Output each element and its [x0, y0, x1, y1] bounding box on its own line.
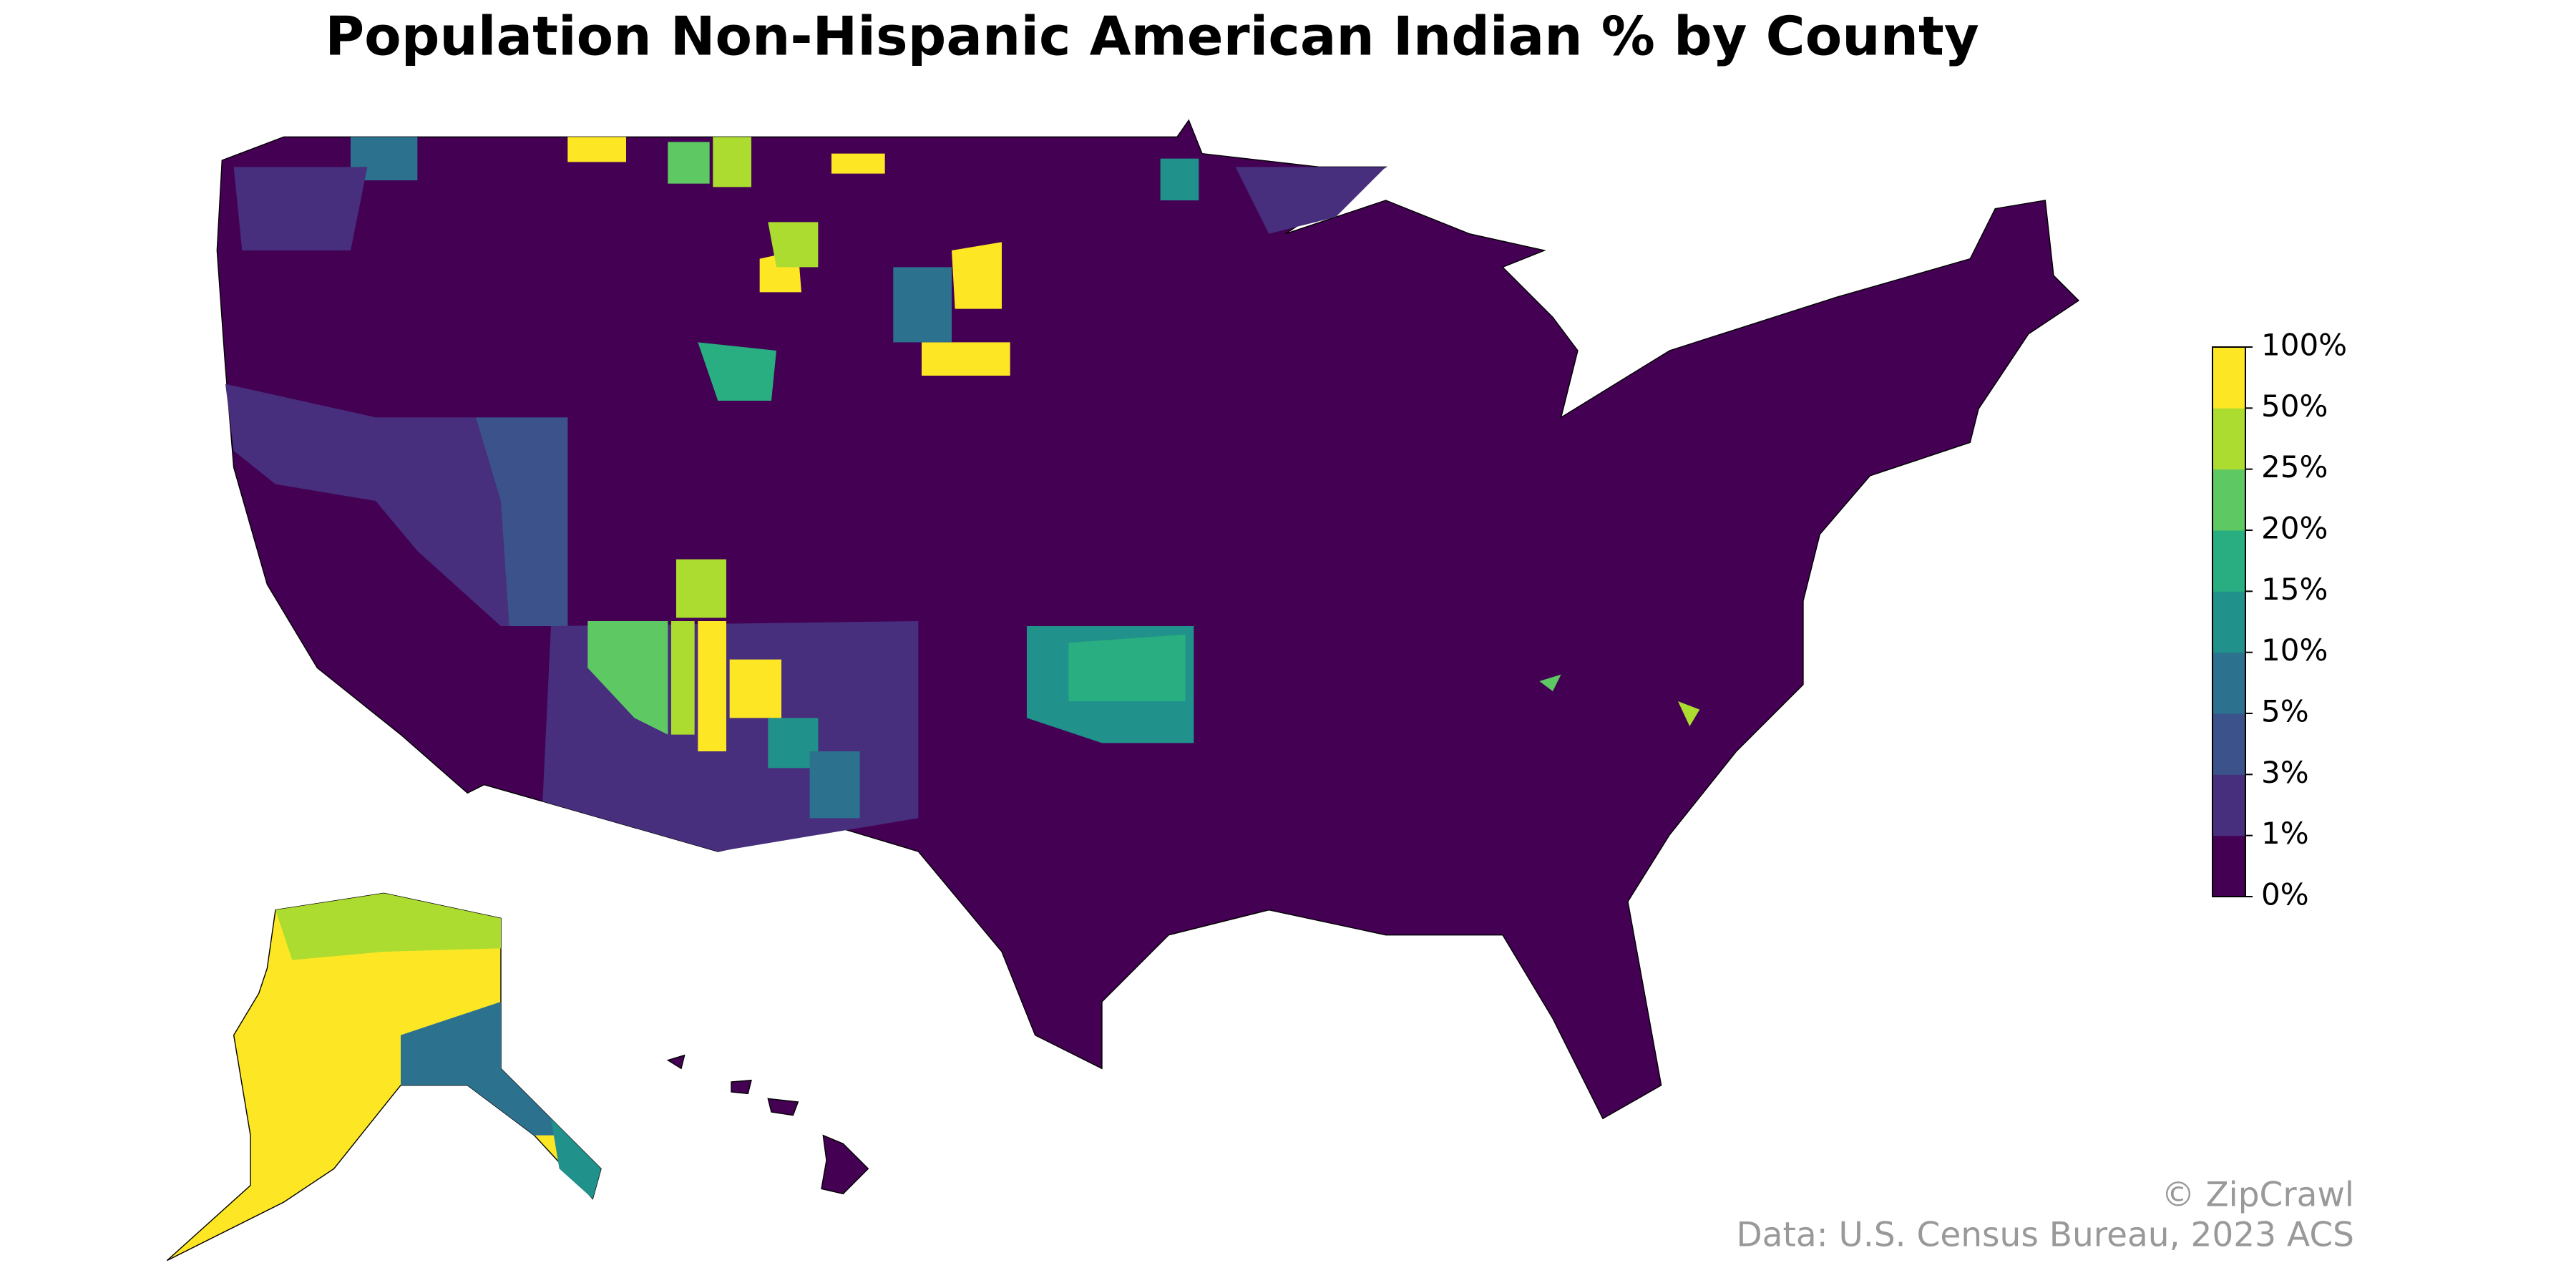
region-san-juan: [675, 559, 726, 618]
colorbar-tick-label: 0%: [2261, 877, 2309, 912]
map: [166, 119, 2080, 1262]
region-south-dakota-res: [921, 342, 1010, 376]
region-navajo-west: [587, 620, 668, 735]
credit: © ZipCrawl: [2162, 1176, 2354, 1215]
region-navajo-strip: [670, 620, 695, 735]
title: Population Non-Hispanic American Indian …: [325, 5, 1979, 68]
colorbar-segment: [2212, 408, 2245, 470]
alaska-panhandle: [550, 1118, 601, 1199]
alaska-north: [275, 893, 501, 960]
hawaii-kauai: [666, 1054, 686, 1070]
region-robeson: [1677, 701, 1700, 726]
region-montana-rosebud: [768, 222, 819, 268]
region-oklahoma-east: [1068, 634, 1186, 701]
colorbar-segment: [2212, 652, 2245, 714]
colorbar-tick-label: 1%: [2261, 816, 2309, 851]
region-wind-river: [698, 342, 776, 401]
colorbar-segment: [2212, 835, 2245, 897]
colorbar-tick-label: 3%: [2261, 755, 2309, 790]
colorbar-segment: [2212, 591, 2245, 653]
hawaii-oahu: [731, 1079, 752, 1095]
alaska-south: [400, 1001, 568, 1136]
colorbar-tick-label: 15%: [2261, 572, 2328, 607]
colorbar-segment: [2212, 713, 2245, 775]
region-nevada-east: [475, 417, 568, 626]
region-nm-south: [768, 718, 819, 769]
region-fort-peck: [831, 153, 885, 174]
region-glacier: [350, 137, 418, 180]
region-nw-california: [225, 384, 376, 501]
hawaii-big-island: [821, 1134, 869, 1195]
colorbar-tick-label: 5%: [2261, 694, 2309, 729]
colorbar-frame: [2212, 346, 2246, 897]
colorbar-tick-label: 10%: [2261, 633, 2328, 668]
colorbar-tick-label: 20%: [2261, 511, 2328, 546]
hawaii-maui: [767, 1098, 799, 1116]
region-minnesota: [1160, 158, 1199, 200]
colorbar-segment: [2212, 347, 2245, 409]
colorbar-segment: [2212, 774, 2245, 836]
region-navajo-core: [698, 620, 726, 751]
region-dakotas: [893, 267, 952, 343]
legend: 0% 1% 3% 5% 10% 15% 20% 25% 50% 100%: [2212, 328, 2347, 912]
region-nm-mckinley: [729, 659, 781, 718]
region-swain: [1539, 674, 1561, 691]
region-north-dakota-res: [951, 242, 1002, 309]
region-montana-belknap: [713, 137, 751, 187]
colorbar-segment: [2212, 469, 2245, 531]
colorbar-tick-label: 100%: [2261, 328, 2347, 363]
region-washington: [233, 167, 368, 250]
region-otero: [809, 751, 860, 819]
colorbar-tick-label: 50%: [2261, 389, 2328, 424]
colorbar-segment: [2212, 530, 2245, 592]
region-montana-north: [567, 137, 626, 162]
credit: Data: U.S. Census Bureau, 2023 ACS: [1736, 1216, 2354, 1255]
region-minnesota-north: [1235, 167, 1386, 234]
colorbar-tick-label: 25%: [2261, 449, 2328, 484]
region-montana-fort: [668, 142, 710, 184]
